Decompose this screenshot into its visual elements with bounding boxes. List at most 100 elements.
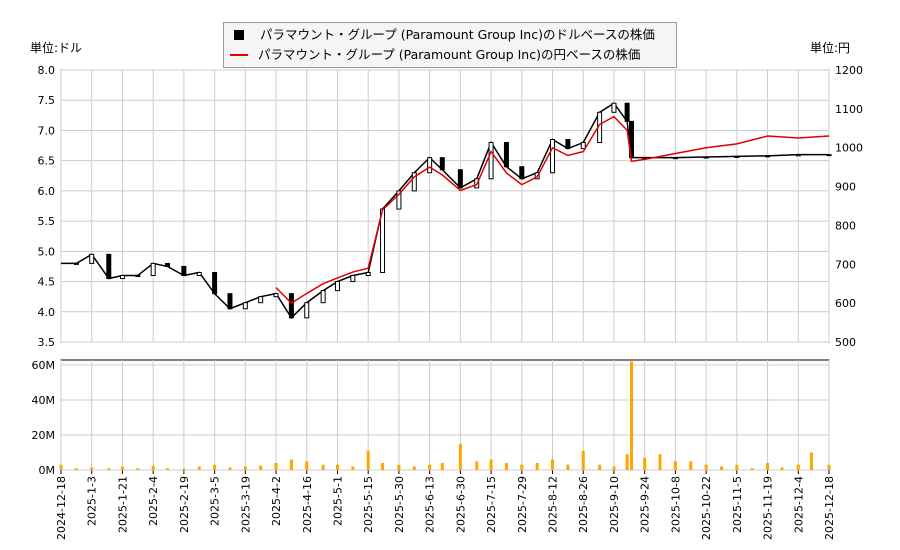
volume-bar	[750, 468, 754, 470]
volume-bar	[735, 464, 739, 470]
volume-bar	[335, 464, 339, 470]
x-tick-label: 2025-8-12	[547, 476, 560, 533]
usd-candle	[457, 169, 463, 189]
legend-item-jpy: パラマウント・グループ (Paramount Group Inc)の円ベースの株…	[230, 45, 641, 65]
volume-bar	[612, 466, 616, 470]
usd-candle	[273, 293, 279, 298]
legend-label-jpy: パラマウント・グループ (Paramount Group Inc)の円ベースの株…	[258, 47, 641, 62]
volume-tick-label: 60M	[32, 359, 56, 372]
volume-bar	[412, 466, 416, 470]
volume-bar	[165, 468, 169, 470]
volume-bar	[551, 459, 555, 470]
jpy-price-line	[275, 115, 830, 305]
volume-bar	[458, 443, 462, 470]
volume-tick-label: 20M	[32, 429, 56, 442]
volume-bar	[381, 463, 385, 470]
volume-bar	[704, 464, 708, 470]
y-right-tick-label: 500	[835, 336, 856, 349]
y-right-tick-label: 800	[835, 219, 856, 232]
usd-candle	[258, 296, 264, 304]
usd-candle	[227, 293, 233, 310]
x-tick-label: 2025-9-24	[639, 476, 652, 533]
legend-label-usd: パラマウント・グループ (Paramount Group Inc)のドルベースの…	[260, 27, 655, 42]
x-tick-label: 2025-11-5	[731, 476, 744, 533]
volume-bar	[351, 466, 355, 470]
legend-swatch-jpy	[230, 54, 248, 56]
y-right-tick-label: 600	[835, 297, 856, 310]
left-unit-label: 単位:ドル	[30, 41, 83, 55]
usd-candle	[519, 166, 525, 180]
volume-bar	[197, 466, 201, 470]
volume-bar	[136, 468, 140, 470]
volume-bar	[182, 468, 186, 470]
right-unit-label: 単位:円	[810, 41, 851, 55]
x-tick-label: 2025-2-19	[178, 476, 191, 533]
volume-bar	[504, 463, 508, 470]
usd-candle	[119, 275, 125, 280]
x-tick-label: 2025-8-26	[577, 476, 590, 533]
x-tick-label: 2025-1-3	[86, 476, 99, 526]
volume-bar	[673, 461, 677, 470]
usd-candle	[135, 275, 141, 278]
y-left-tick-label: 5.5	[38, 215, 56, 228]
usd-candle	[550, 139, 556, 174]
usd-candle	[565, 139, 571, 150]
volume-bar	[658, 454, 662, 470]
usd-candle	[304, 302, 310, 319]
usd-candle	[439, 157, 445, 171]
y-left-tick-label: 8.0	[38, 64, 56, 77]
usd-candle	[503, 142, 509, 168]
y-left-tick-label: 4.5	[38, 276, 56, 289]
x-tick-label: 2025-4-2	[270, 476, 283, 526]
volume-bar	[120, 466, 124, 470]
volume-bar	[689, 461, 693, 470]
volume-bar	[630, 361, 634, 470]
volume-bar	[366, 450, 370, 470]
price-plot-frame	[60, 69, 830, 343]
y-right-tick-label: 700	[835, 258, 856, 271]
usd-candle	[106, 253, 112, 280]
usd-candle	[795, 154, 801, 157]
volume-bar	[107, 468, 111, 470]
volume-bar	[796, 464, 800, 470]
y-left-tick-label: 5.0	[38, 245, 56, 258]
volume-bar	[489, 459, 493, 470]
x-tick-label: 2025-7-29	[516, 476, 529, 533]
volume-bar	[780, 467, 784, 470]
y-right-tick-label: 1100	[835, 103, 863, 116]
usd-candle	[320, 290, 326, 304]
volume-bar	[243, 466, 247, 470]
x-tick-label: 2025-2-4	[147, 476, 160, 526]
y-right-tick-label: 900	[835, 181, 856, 194]
y-left-tick-label: 7.0	[38, 124, 56, 137]
volume-tick-label: 0M	[39, 464, 56, 477]
y-left-tick-label: 4.0	[38, 306, 56, 319]
usd-candle	[288, 293, 294, 319]
y-left-tick-label: 6.5	[38, 155, 56, 168]
legend-swatch-usd	[234, 30, 244, 40]
x-tick-label: 2025-5-1	[331, 476, 344, 526]
volume-bar	[289, 459, 293, 470]
y-right-tick-label: 1200	[835, 64, 863, 77]
volume-bar	[59, 464, 63, 470]
volume-bar	[581, 450, 585, 470]
x-tick-label: 2025-11-19	[762, 476, 775, 540]
usd-candle	[73, 262, 79, 265]
usd-candle	[181, 265, 187, 277]
usd-candle	[488, 142, 494, 180]
usd-candle	[212, 271, 218, 295]
volume-bar	[719, 466, 723, 470]
y-left-tick-label: 7.5	[38, 94, 56, 107]
volume-bar	[151, 465, 155, 470]
x-tick-label: 2025-10-22	[700, 476, 713, 540]
x-tick-label: 2025-4-16	[301, 476, 314, 533]
x-tick-label: 2025-1-21	[116, 476, 129, 533]
usd-candle	[350, 275, 356, 283]
x-tick-label: 2025-10-8	[669, 476, 682, 533]
x-tick-label: 2025-9-10	[608, 476, 621, 533]
x-tick-label: 2024-12-18	[55, 476, 68, 540]
x-tick-label: 2025-6-13	[424, 476, 437, 533]
usd-candle	[734, 155, 740, 158]
